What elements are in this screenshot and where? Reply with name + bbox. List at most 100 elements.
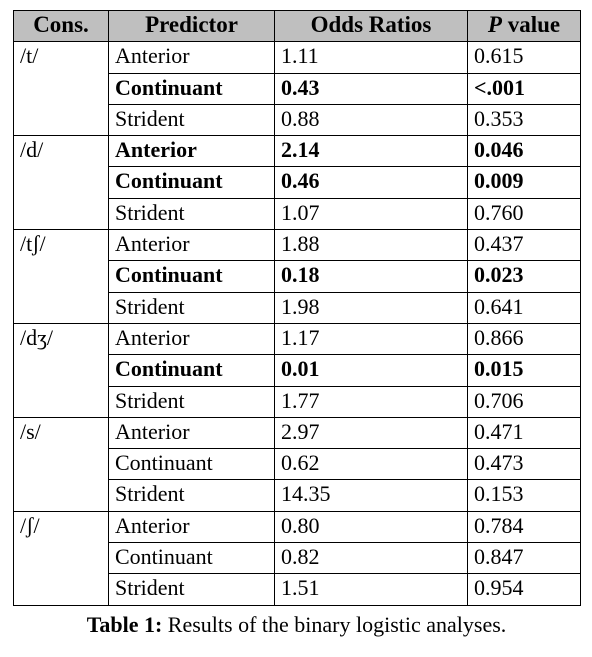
table-row: Continuant 0.01 0.015 — [13, 354, 581, 387]
p-value-cell: 0.473 — [467, 448, 581, 481]
odds-ratio-cell: 1.77 — [274, 385, 468, 418]
header-p-italic: P — [487, 12, 502, 37]
odds-ratio-cell: 1.07 — [274, 197, 468, 231]
cons-cell — [13, 573, 109, 606]
odds-ratio-cell: 14.35 — [274, 479, 468, 512]
cons-cell — [13, 354, 109, 387]
odds-ratio-cell: 0.62 — [274, 448, 468, 481]
odds-ratio-cell: 2.14 — [274, 135, 468, 168]
cons-cell: /tʃ/ — [13, 229, 109, 261]
header-row: Cons. Predictor Odds Ratios P value — [13, 9, 581, 43]
odds-ratio-cell: 0.18 — [274, 260, 468, 293]
cons-cell — [13, 260, 109, 293]
predictor-cell: Continuant — [108, 166, 275, 199]
table-row: Continuant 0.62 0.473 — [13, 448, 581, 481]
predictor-cell: Anterior — [108, 41, 275, 74]
document: Cons. Predictor Odds Ratios P value /t/A… — [13, 9, 581, 638]
predictor-cell: Strident — [108, 197, 275, 231]
predictor-cell: Continuant — [108, 354, 275, 387]
cons-cell — [13, 542, 109, 574]
cons-cell — [13, 448, 109, 480]
table-caption: Table 1: Results of the binary logistic … — [13, 612, 580, 638]
table-row: Strident 1.77 0.706 — [13, 385, 581, 418]
cons-cell — [13, 292, 109, 324]
p-value-cell: 0.153 — [467, 479, 581, 512]
odds-ratio-cell: 0.43 — [274, 72, 468, 105]
odds-ratio-cell: 0.01 — [274, 354, 468, 387]
p-value-cell: 0.706 — [467, 385, 581, 418]
predictor-cell: Anterior — [108, 135, 275, 168]
table-row: /tʃ/Anterior 1.88 0.437 — [13, 229, 581, 262]
odds-ratio-cell: 1.11 — [274, 41, 468, 74]
cons-cell: /ʃ/ — [13, 510, 109, 543]
cons-cell — [13, 104, 109, 137]
p-value-cell: 0.641 — [467, 291, 581, 324]
odds-ratio-cell: 1.98 — [274, 291, 468, 324]
p-value-cell: 0.760 — [467, 197, 581, 231]
header-cons: Cons. — [13, 9, 109, 43]
p-value-cell: 0.353 — [467, 103, 581, 137]
table-row: /s/Anterior 2.97 0.471 — [13, 416, 581, 450]
table-row: /t/Anterior 1.11 0.615 — [13, 41, 581, 74]
predictor-cell: Continuant — [108, 542, 275, 575]
header-p-rest: value — [501, 12, 561, 37]
table-row: Continuant 0.18 0.023 — [13, 260, 581, 293]
cons-cell: /dʒ/ — [13, 322, 109, 355]
predictor-cell: Continuant — [108, 260, 275, 293]
cons-cell: /s/ — [13, 416, 109, 449]
table-row: Strident 1.98 0.641 — [13, 291, 581, 324]
table-row: /ʃ/Anterior 0.80 0.784 — [13, 510, 581, 544]
odds-ratio-cell: 1.88 — [274, 229, 468, 262]
predictor-cell: Continuant — [108, 72, 275, 105]
p-value-cell: 0.009 — [467, 166, 581, 199]
odds-ratio-cell: 0.82 — [274, 542, 468, 575]
p-value-cell: 0.023 — [467, 260, 581, 293]
p-value-cell: 0.784 — [467, 510, 581, 544]
table-row: Strident 0.88 0.353 — [13, 103, 581, 137]
predictor-cell: Strident — [108, 385, 275, 418]
cons-cell: /t/ — [13, 41, 109, 74]
table-row: Strident 1.07 0.760 — [13, 197, 581, 231]
table-row: Continuant 0.82 0.847 — [13, 542, 581, 575]
table-row: /dʒ/Anterior 1.17 0.866 — [13, 322, 581, 356]
table-row: Continuant 0.43 <.001 — [13, 72, 581, 105]
p-value-cell: 0.866 — [467, 322, 581, 356]
odds-ratio-cell: 0.80 — [274, 510, 468, 544]
header-odds-ratios: Odds Ratios — [274, 9, 468, 43]
table-row: Continuant 0.46 0.009 — [13, 166, 581, 199]
p-value-cell: 0.015 — [467, 354, 581, 387]
odds-ratio-cell: 0.88 — [274, 103, 468, 137]
cons-cell — [13, 386, 109, 418]
table-row: /d/Anterior 2.14 0.046 — [13, 135, 581, 168]
odds-ratio-cell: 0.46 — [274, 166, 468, 199]
p-value-cell: 0.615 — [467, 41, 581, 74]
odds-ratio-cell: 1.17 — [274, 322, 468, 356]
p-value-cell: 0.847 — [467, 542, 581, 575]
table-row: Strident 14.35 0.153 — [13, 479, 581, 512]
p-value-cell: 0.046 — [467, 135, 581, 168]
cons-cell: /d/ — [13, 135, 109, 167]
table-header: Cons. Predictor Odds Ratios P value — [13, 9, 581, 43]
p-value-cell: 0.437 — [467, 229, 581, 262]
p-value-cell: 0.954 — [467, 573, 581, 606]
odds-ratio-cell: 1.51 — [274, 573, 468, 606]
cons-cell — [13, 166, 109, 199]
odds-ratio-cell: 2.97 — [274, 416, 468, 450]
cons-cell — [13, 198, 109, 231]
predictor-cell: Strident — [108, 479, 275, 512]
header-p-value: P value — [467, 9, 581, 43]
results-table: Cons. Predictor Odds Ratios P value /t/A… — [13, 9, 581, 606]
p-value-cell: 0.471 — [467, 416, 581, 450]
p-value-cell: <.001 — [467, 72, 581, 105]
table-row: Strident 1.51 0.954 — [13, 573, 581, 606]
table-body: /t/Anterior 1.11 0.615 Continuant 0.43 <.001 S… — [13, 41, 581, 606]
predictor-cell: Anterior — [108, 416, 275, 450]
caption-text: Results of the binary logistic analyses. — [162, 611, 507, 637]
predictor-cell: Strident — [108, 291, 275, 324]
header-predictor: Predictor — [108, 9, 275, 43]
predictor-cell: Anterior — [108, 322, 275, 356]
cons-cell — [13, 479, 109, 512]
cons-cell — [13, 73, 109, 105]
predictor-cell: Anterior — [108, 510, 275, 544]
predictor-cell: Strident — [108, 103, 275, 137]
